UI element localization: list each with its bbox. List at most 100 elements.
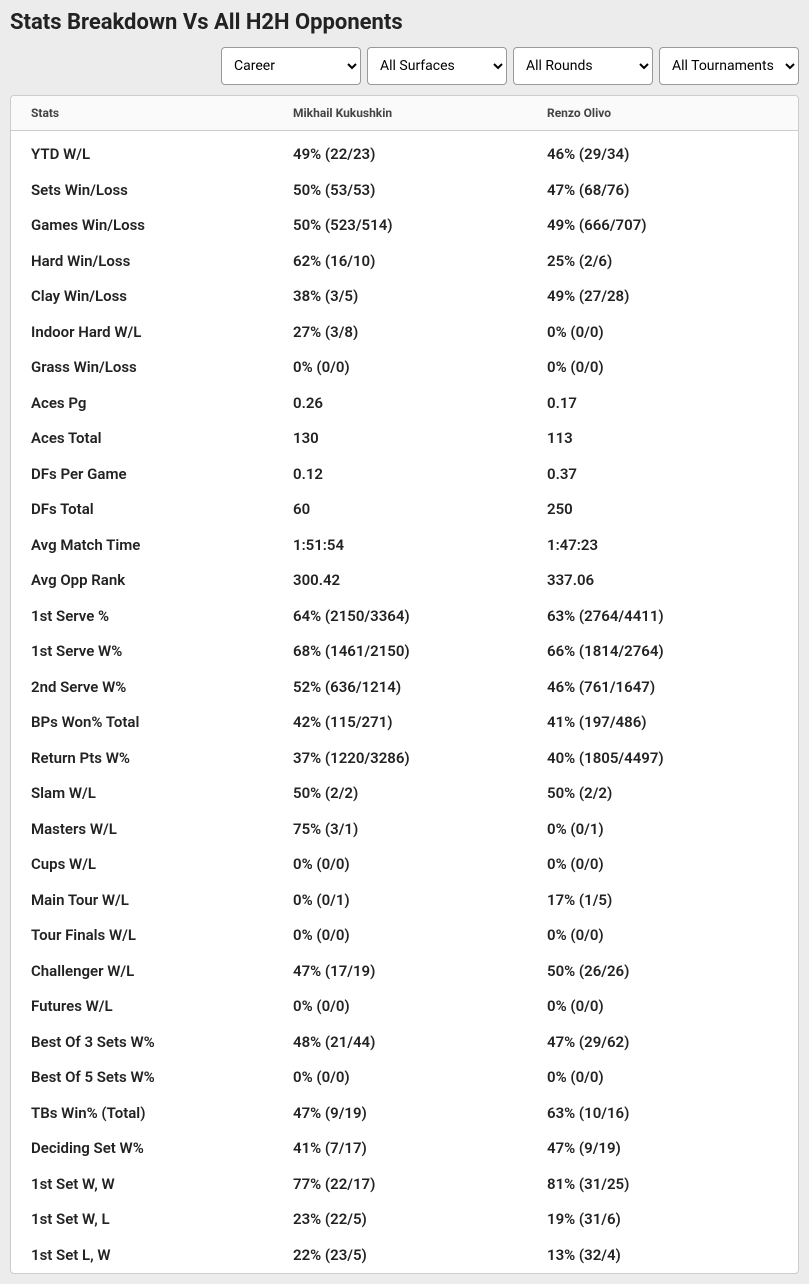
player1-value-cell: 23% (22/5) bbox=[273, 1202, 527, 1238]
stat-name-cell: Masters W/L bbox=[11, 812, 273, 848]
player2-value-cell: 63% (2764/4411) bbox=[527, 599, 798, 635]
table-row: Avg Match Time1:51:541:47:23 bbox=[11, 528, 798, 564]
table-row: Aces Total130113 bbox=[11, 421, 798, 457]
stat-name-cell: 1st Set W, W bbox=[11, 1167, 273, 1203]
stat-name-cell: Deciding Set W% bbox=[11, 1131, 273, 1167]
player1-value-cell: 0.12 bbox=[273, 457, 527, 493]
player2-value-cell: 40% (1805/4497) bbox=[527, 741, 798, 777]
filter-bar: Career All Surfaces All Rounds All Tourn… bbox=[10, 47, 799, 85]
stat-name-cell: Indoor Hard W/L bbox=[11, 315, 273, 351]
table-row: Avg Opp Rank300.42337.06 bbox=[11, 563, 798, 599]
stat-name-cell: Best Of 5 Sets W% bbox=[11, 1060, 273, 1096]
player1-value-cell: 300.42 bbox=[273, 563, 527, 599]
player1-value-cell: 47% (9/19) bbox=[273, 1096, 527, 1132]
table-header-row: Stats Mikhail Kukushkin Renzo Olivo bbox=[11, 96, 798, 131]
player2-value-cell: 47% (29/62) bbox=[527, 1025, 798, 1061]
stat-name-cell: 1st Set W, L bbox=[11, 1202, 273, 1238]
player1-value-cell: 48% (21/44) bbox=[273, 1025, 527, 1061]
stat-name-cell: DFs Per Game bbox=[11, 457, 273, 493]
stat-name-cell: Games Win/Loss bbox=[11, 208, 273, 244]
player1-value-cell: 130 bbox=[273, 421, 527, 457]
player2-value-cell: 63% (10/16) bbox=[527, 1096, 798, 1132]
player1-value-cell: 68% (1461/2150) bbox=[273, 634, 527, 670]
period-select[interactable]: Career bbox=[221, 47, 361, 85]
player2-value-cell: 13% (32/4) bbox=[527, 1238, 798, 1274]
stat-name-cell: TBs Win% (Total) bbox=[11, 1096, 273, 1132]
player1-value-cell: 0% (0/0) bbox=[273, 1060, 527, 1096]
table-row: TBs Win% (Total)47% (9/19)63% (10/16) bbox=[11, 1096, 798, 1132]
stat-name-cell: Best Of 3 Sets W% bbox=[11, 1025, 273, 1061]
table-row: DFs Total60250 bbox=[11, 492, 798, 528]
player1-value-cell: 50% (2/2) bbox=[273, 776, 527, 812]
stat-name-cell: 2nd Serve W% bbox=[11, 670, 273, 706]
stat-name-cell: DFs Total bbox=[11, 492, 273, 528]
stat-name-cell: Slam W/L bbox=[11, 776, 273, 812]
player2-value-cell: 1:47:23 bbox=[527, 528, 798, 564]
player2-value-cell: 47% (68/76) bbox=[527, 173, 798, 209]
table-row: Indoor Hard W/L27% (3/8)0% (0/0) bbox=[11, 315, 798, 351]
col-header-player2: Renzo Olivo bbox=[527, 96, 798, 131]
player2-value-cell: 113 bbox=[527, 421, 798, 457]
player1-value-cell: 62% (16/10) bbox=[273, 244, 527, 280]
stat-name-cell: Grass Win/Loss bbox=[11, 350, 273, 386]
player2-value-cell: 0% (0/1) bbox=[527, 812, 798, 848]
player2-value-cell: 47% (9/19) bbox=[527, 1131, 798, 1167]
player2-value-cell: 50% (2/2) bbox=[527, 776, 798, 812]
table-row: Best Of 3 Sets W%48% (21/44)47% (29/62) bbox=[11, 1025, 798, 1061]
surface-select[interactable]: All Surfaces bbox=[367, 47, 507, 85]
player2-value-cell: 0.37 bbox=[527, 457, 798, 493]
player2-value-cell: 0% (0/0) bbox=[527, 989, 798, 1025]
player1-value-cell: 27% (3/8) bbox=[273, 315, 527, 351]
round-select[interactable]: All Rounds bbox=[513, 47, 653, 85]
table-row: Return Pts W%37% (1220/3286)40% (1805/44… bbox=[11, 741, 798, 777]
player2-value-cell: 46% (761/1647) bbox=[527, 670, 798, 706]
player2-value-cell: 0% (0/0) bbox=[527, 350, 798, 386]
stat-name-cell: BPs Won% Total bbox=[11, 705, 273, 741]
page-title: Stats Breakdown Vs All H2H Opponents bbox=[10, 10, 799, 35]
table-row: 1st Set W, L23% (22/5)19% (31/6) bbox=[11, 1202, 798, 1238]
stat-name-cell: Aces Pg bbox=[11, 386, 273, 422]
player2-value-cell: 49% (27/28) bbox=[527, 279, 798, 315]
stat-name-cell: Main Tour W/L bbox=[11, 883, 273, 919]
stat-name-cell: Sets Win/Loss bbox=[11, 173, 273, 209]
player1-value-cell: 52% (636/1214) bbox=[273, 670, 527, 706]
player2-value-cell: 250 bbox=[527, 492, 798, 528]
player1-value-cell: 1:51:54 bbox=[273, 528, 527, 564]
stat-name-cell: Challenger W/L bbox=[11, 954, 273, 990]
table-row: 1st Serve W%68% (1461/2150)66% (1814/276… bbox=[11, 634, 798, 670]
table-row: Grass Win/Loss0% (0/0)0% (0/0) bbox=[11, 350, 798, 386]
table-row: Best Of 5 Sets W%0% (0/0)0% (0/0) bbox=[11, 1060, 798, 1096]
player2-value-cell: 81% (31/25) bbox=[527, 1167, 798, 1203]
table-row: BPs Won% Total42% (115/271)41% (197/486) bbox=[11, 705, 798, 741]
player2-value-cell: 17% (1/5) bbox=[527, 883, 798, 919]
player1-value-cell: 49% (22/23) bbox=[273, 131, 527, 173]
player1-value-cell: 47% (17/19) bbox=[273, 954, 527, 990]
tournament-select[interactable]: All Tournaments bbox=[659, 47, 799, 85]
stat-name-cell: Aces Total bbox=[11, 421, 273, 457]
player1-value-cell: 77% (22/17) bbox=[273, 1167, 527, 1203]
player1-value-cell: 50% (523/514) bbox=[273, 208, 527, 244]
player2-value-cell: 66% (1814/2764) bbox=[527, 634, 798, 670]
player1-value-cell: 37% (1220/3286) bbox=[273, 741, 527, 777]
player2-value-cell: 46% (29/34) bbox=[527, 131, 798, 173]
table-row: 1st Set W, W77% (22/17)81% (31/25) bbox=[11, 1167, 798, 1203]
stat-name-cell: Avg Opp Rank bbox=[11, 563, 273, 599]
player2-value-cell: 25% (2/6) bbox=[527, 244, 798, 280]
player1-value-cell: 0% (0/0) bbox=[273, 350, 527, 386]
stat-name-cell: 1st Serve W% bbox=[11, 634, 273, 670]
table-row: Main Tour W/L0% (0/1)17% (1/5) bbox=[11, 883, 798, 919]
player1-value-cell: 60 bbox=[273, 492, 527, 528]
player1-value-cell: 0% (0/0) bbox=[273, 989, 527, 1025]
player1-value-cell: 22% (23/5) bbox=[273, 1238, 527, 1274]
stats-table-container: Stats Mikhail Kukushkin Renzo Olivo YTD … bbox=[10, 95, 799, 1274]
stats-table: Stats Mikhail Kukushkin Renzo Olivo YTD … bbox=[11, 96, 798, 1273]
stat-name-cell: Clay Win/Loss bbox=[11, 279, 273, 315]
player1-value-cell: 75% (3/1) bbox=[273, 812, 527, 848]
player1-value-cell: 0% (0/1) bbox=[273, 883, 527, 919]
player1-value-cell: 0% (0/0) bbox=[273, 918, 527, 954]
player2-value-cell: 0% (0/0) bbox=[527, 1060, 798, 1096]
player2-value-cell: 0.17 bbox=[527, 386, 798, 422]
stat-name-cell: Tour Finals W/L bbox=[11, 918, 273, 954]
player1-value-cell: 38% (3/5) bbox=[273, 279, 527, 315]
table-row: Futures W/L0% (0/0)0% (0/0) bbox=[11, 989, 798, 1025]
